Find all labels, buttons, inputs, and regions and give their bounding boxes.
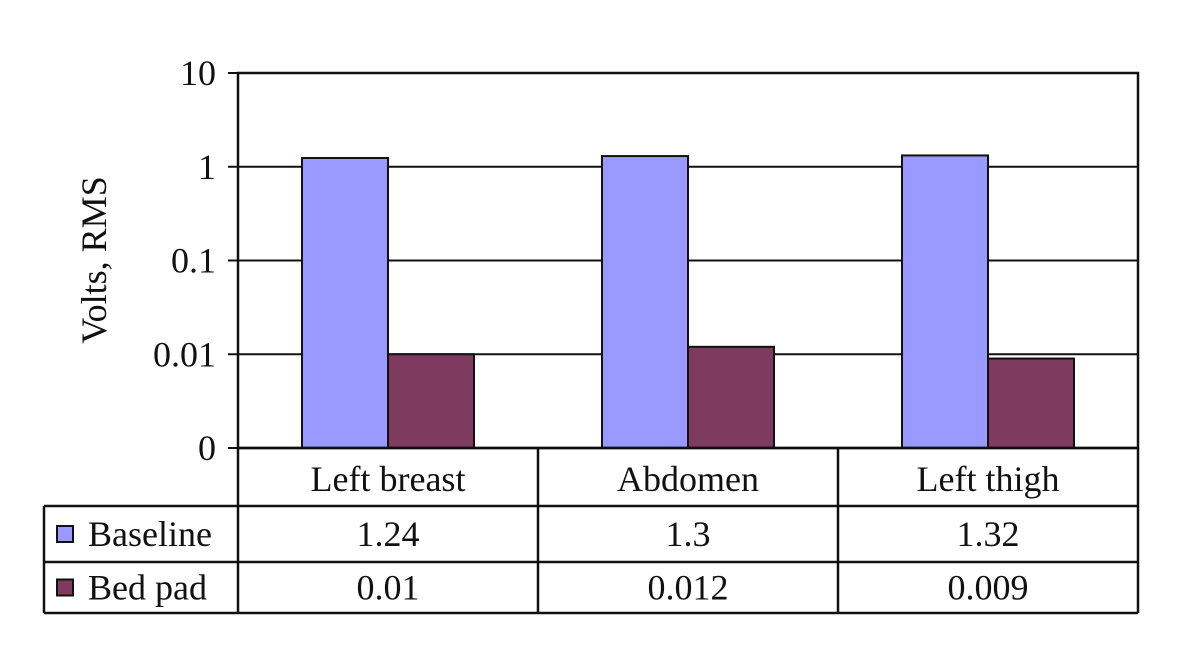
bar-baseline [601,155,689,449]
bar-bed-pad [687,345,775,449]
bar-bed-pad [987,357,1075,449]
y-tick-label: 0.01 [153,334,216,374]
legend-swatch [56,578,74,597]
y-tick-label: 0 [198,428,216,468]
bar-baseline [901,154,989,449]
data-label: 0.01 [357,568,420,608]
y-tick-label: 1 [198,147,216,187]
x-category-label: Abdomen [617,459,759,499]
data-label: 1.3 [666,514,711,554]
x-category-label: Left thigh [917,459,1060,499]
y-tick-label: 10 [180,53,216,93]
data-label: 0.012 [648,568,729,608]
y-axis-ticks: 10 1 0.1 0.01 0 [153,53,238,468]
x-category-label: Left breast [311,459,466,499]
bars [301,154,1075,449]
legend-label: Baseline [88,514,212,554]
legend-swatch [56,525,74,543]
y-axis-label: Volts, RMS [74,176,114,343]
data-label: 1.32 [957,514,1020,554]
data-label: 1.24 [357,514,420,554]
bar-baseline [301,156,389,449]
legend-label: Bed pad [88,568,207,608]
data-label: 0.009 [948,568,1029,608]
data-table: Left breast Abdomen Left thigh Baseline 1.24… [42,446,1140,615]
y-tick-label: 0.1 [171,241,216,281]
bar-bed-pad [387,353,475,449]
